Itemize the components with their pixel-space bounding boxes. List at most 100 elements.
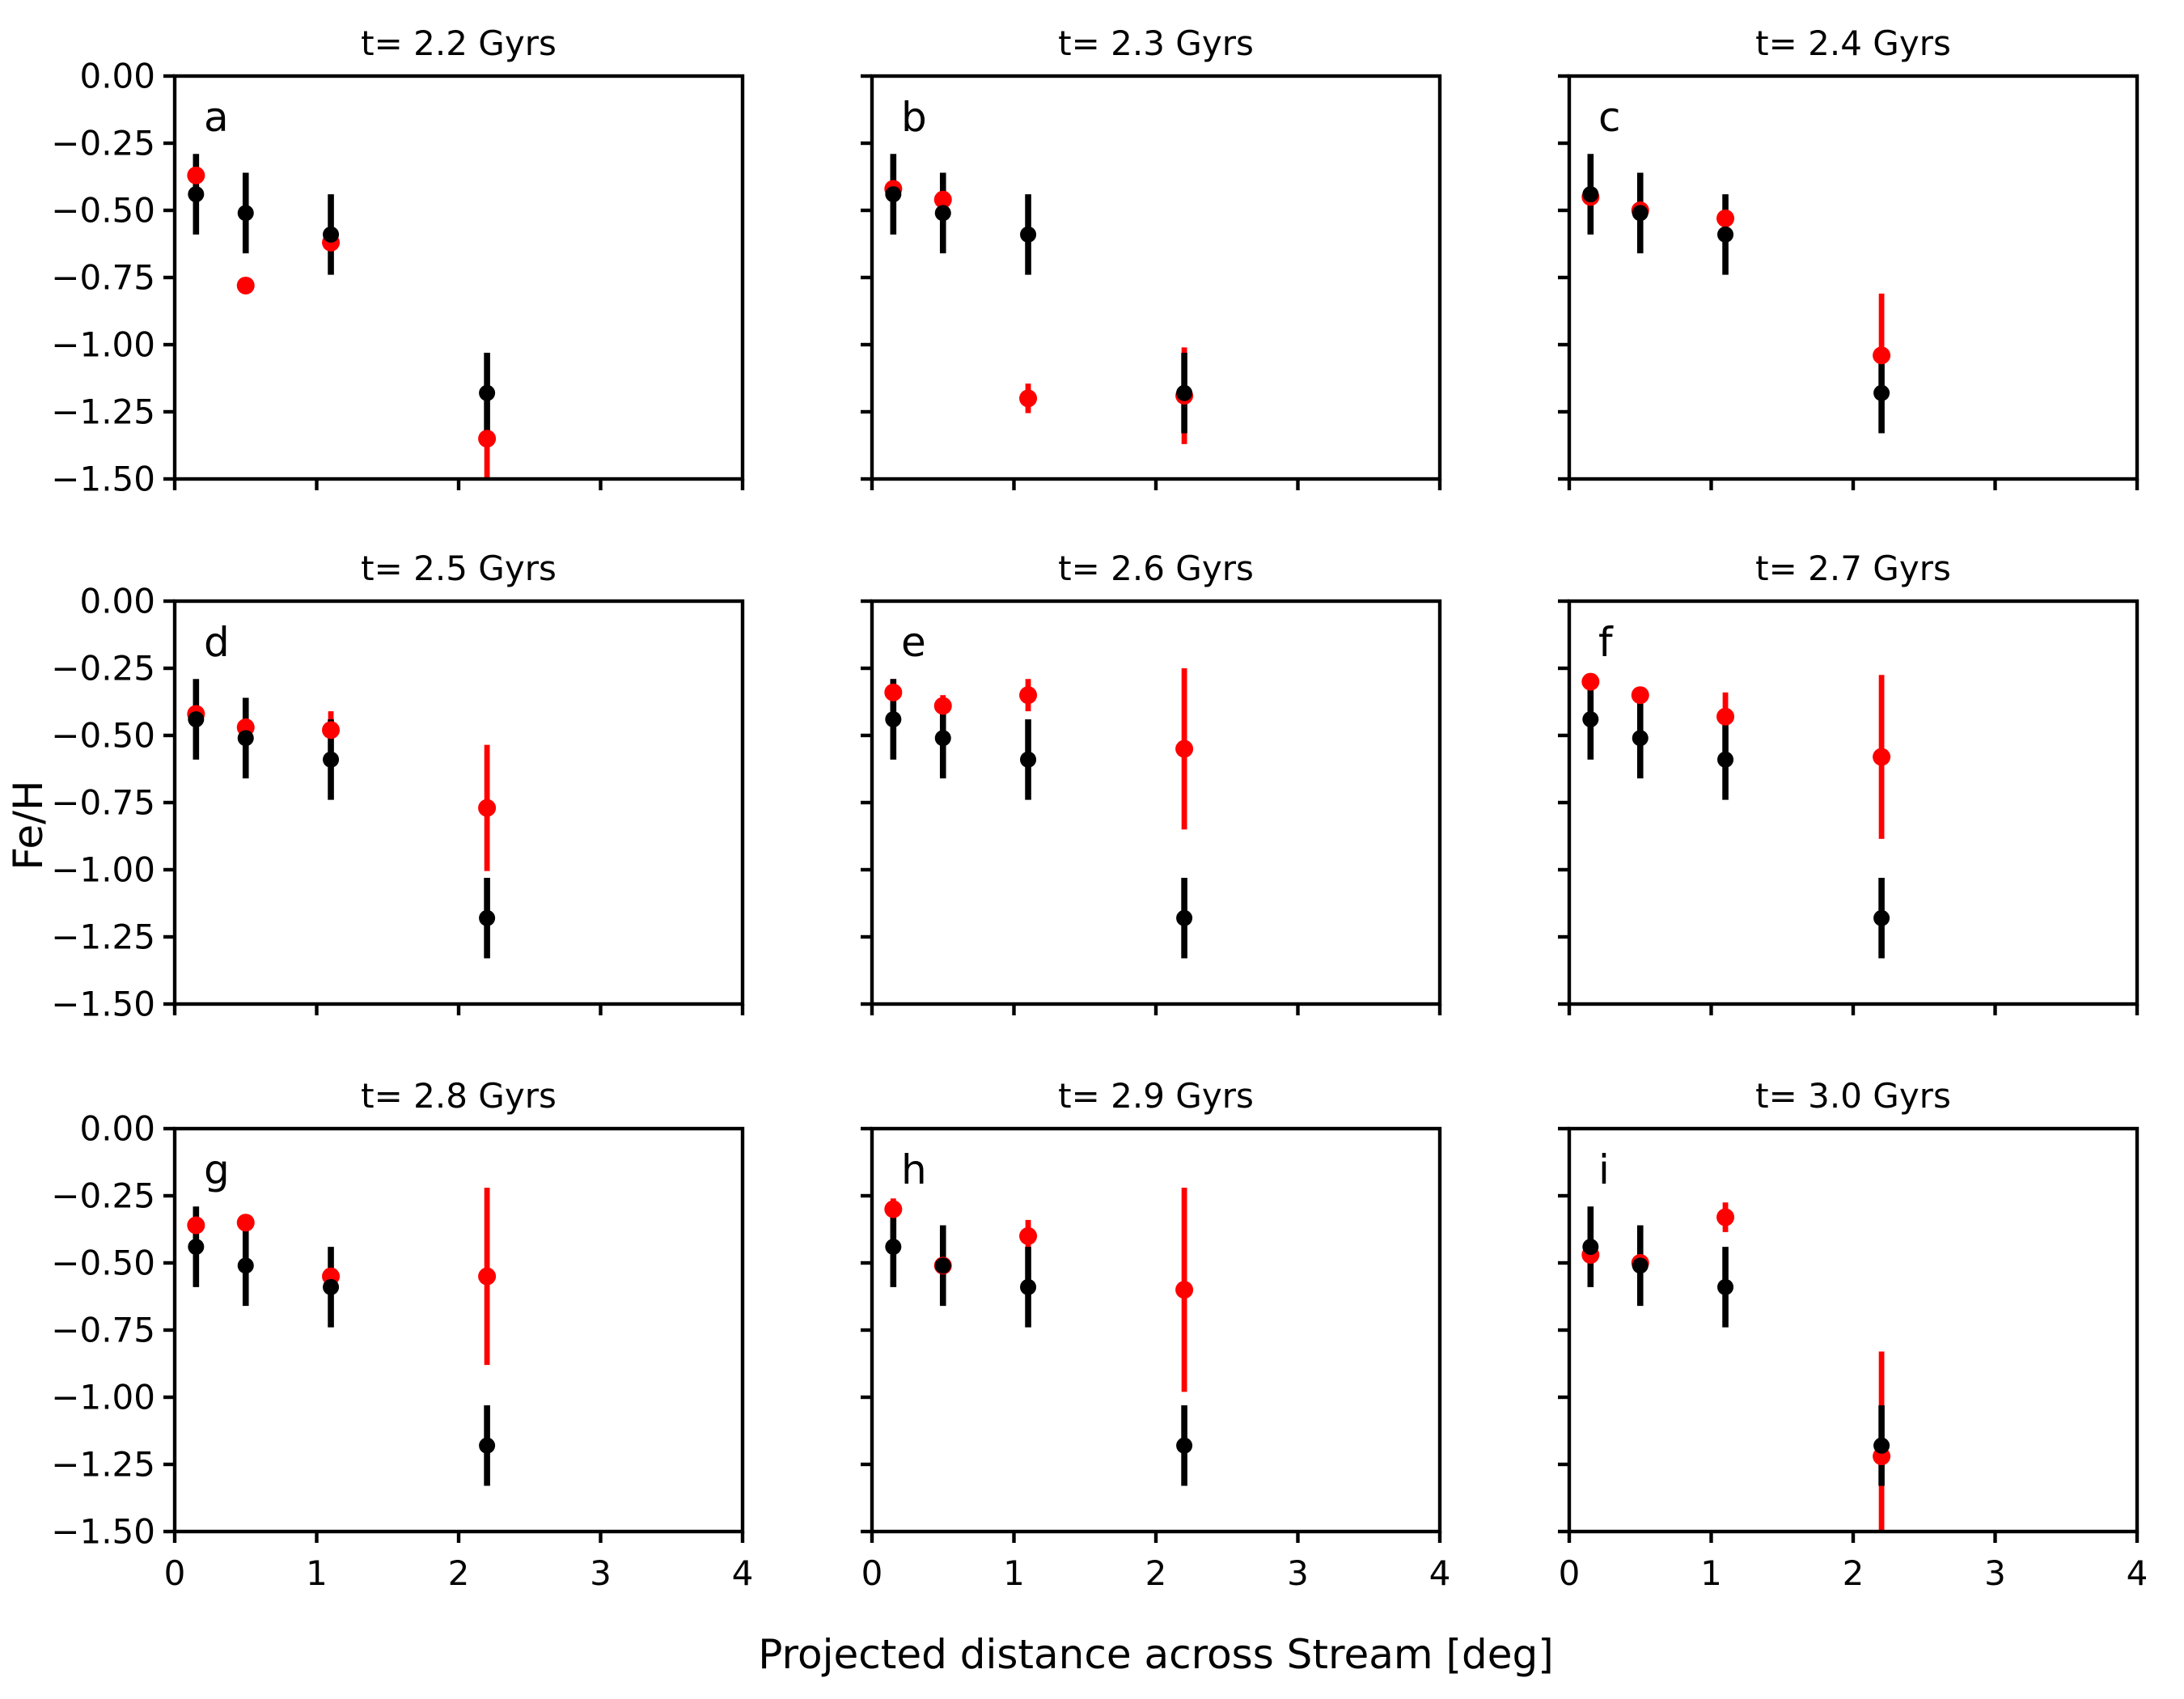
model-point (236, 1214, 255, 1232)
panels-root: t= 2.2 Gyrs a 0.00 −0.25 −0.50 −0.75 −1.00 −1.2… (51, 23, 2148, 1593)
observed-point (1873, 384, 1890, 401)
panel-letter: a (204, 94, 229, 141)
model-point (1716, 1208, 1735, 1227)
y-tick-label: 0.00 (79, 57, 155, 96)
observed-point (1020, 226, 1037, 243)
observed-point (188, 186, 205, 203)
y-tick-label: −1.00 (51, 325, 155, 365)
model-point (1581, 672, 1600, 691)
panel-frame (870, 74, 1442, 481)
y-tick-label: −1.00 (51, 850, 155, 890)
panel-frame (870, 1126, 1442, 1534)
observed-point (1717, 751, 1734, 768)
x-tick-label: 2 (448, 1553, 470, 1593)
y-tick-label: −0.75 (51, 258, 155, 298)
model-point (1019, 686, 1038, 705)
error-bars (890, 1188, 1187, 1486)
observed-point (1176, 384, 1193, 401)
model-point (478, 799, 497, 817)
y-tick-label: −0.50 (51, 1244, 155, 1283)
observed-point (1632, 1257, 1649, 1274)
x-tick-label: 0 (164, 1553, 186, 1593)
x-tick-label: 4 (2127, 1553, 2148, 1593)
x-tick-label: 2 (1843, 1553, 1864, 1593)
panel-letter: e (901, 619, 926, 666)
y-tick-label: −0.25 (51, 1176, 155, 1216)
panel-title: t= 3.0 Gyrs (1755, 1076, 1951, 1116)
observed-point (1020, 751, 1037, 768)
observed-point (1582, 186, 1599, 203)
panel-frame (1567, 599, 2140, 1006)
x-tick-label: 0 (861, 1553, 883, 1593)
panel-letter: h (901, 1146, 927, 1193)
observed-point (1582, 711, 1599, 728)
panel-g: t= 2.8 Gyrs g 0.00 −0.25 −0.50 −0.75 −1.00 −1.2… (51, 1076, 753, 1593)
panel-title: t= 2.6 Gyrs (1058, 549, 1254, 588)
panel-letter: g (204, 1146, 230, 1193)
model-point (187, 1216, 205, 1235)
y-tick-label: −0.75 (51, 783, 155, 823)
model-point (1631, 686, 1649, 705)
panel-frame (172, 599, 745, 1006)
panel-title: t= 2.4 Gyrs (1755, 23, 1951, 63)
panel-title: t= 2.3 Gyrs (1058, 23, 1254, 63)
model-point (1019, 1227, 1038, 1245)
y-tick-label: −1.50 (51, 460, 155, 499)
y-axis-label: Fe/H (5, 780, 52, 870)
panel-d: t= 2.5 Gyrs d 0.00 −0.25 −0.50 −0.75 −1.00 −1.2… (51, 549, 745, 1024)
observed-point (1632, 205, 1649, 222)
y-tick-label: −1.50 (51, 1512, 155, 1552)
model-point (478, 430, 497, 448)
y-tick-label: −0.50 (51, 716, 155, 756)
observed-point (323, 751, 340, 768)
x-tick-label: 4 (732, 1553, 754, 1593)
observed-point (1873, 909, 1890, 926)
model-point (933, 190, 952, 209)
model-point (1716, 707, 1735, 726)
panel-h: t= 2.9 Gyrs h 0 1 2 3 4 (861, 1076, 1450, 1593)
panel-frame (870, 599, 1442, 1006)
observed-point (479, 909, 496, 926)
x-tick-label: 4 (1429, 1553, 1451, 1593)
observed-point (237, 205, 254, 222)
observed-point (479, 384, 496, 401)
observed-point (188, 1239, 205, 1256)
panel-f: t= 2.7 Gyrs f (1558, 549, 2140, 1015)
observed-point (934, 730, 951, 747)
panel-frame (172, 1126, 745, 1534)
panel-title: t= 2.2 Gyrs (361, 23, 557, 63)
observed-point (323, 226, 340, 243)
x-tick-label: 0 (1559, 1553, 1581, 1593)
observed-point (934, 1257, 951, 1274)
observed-point (1176, 1437, 1193, 1454)
x-tick-label: 1 (306, 1553, 328, 1593)
x-tick-label: 1 (1003, 1553, 1025, 1593)
panel-title: t= 2.7 Gyrs (1755, 549, 1951, 588)
panel-c: t= 2.4 Gyrs c (1558, 23, 2140, 490)
model-point (1873, 748, 1891, 766)
model-point (1019, 389, 1038, 408)
observed-point (885, 711, 902, 728)
observed-point (237, 730, 254, 747)
error-bars (1587, 1202, 1885, 1532)
error-bars (193, 154, 490, 479)
observed-point (1717, 1278, 1734, 1295)
observed-point (1176, 909, 1193, 926)
model-point (1873, 346, 1891, 365)
observed-point (1873, 1437, 1890, 1454)
x-tick-label: 3 (590, 1553, 612, 1593)
model-point (478, 1267, 497, 1286)
x-tick-label: 2 (1145, 1553, 1167, 1593)
panel-i: t= 3.0 Gyrs i 0 1 2 3 4 (1558, 1076, 2148, 1593)
x-axis-label: Projected distance across Stream [deg] (758, 1631, 1553, 1678)
observed-point (1582, 1239, 1599, 1256)
model-point (187, 166, 205, 184)
panel-letter: f (1598, 619, 1614, 666)
x-tick-label: 1 (1700, 1553, 1722, 1593)
panel-letter: d (204, 619, 230, 666)
y-tick-label: −1.50 (51, 985, 155, 1024)
y-tick-label: −1.00 (51, 1378, 155, 1417)
observed-point (885, 1239, 902, 1256)
